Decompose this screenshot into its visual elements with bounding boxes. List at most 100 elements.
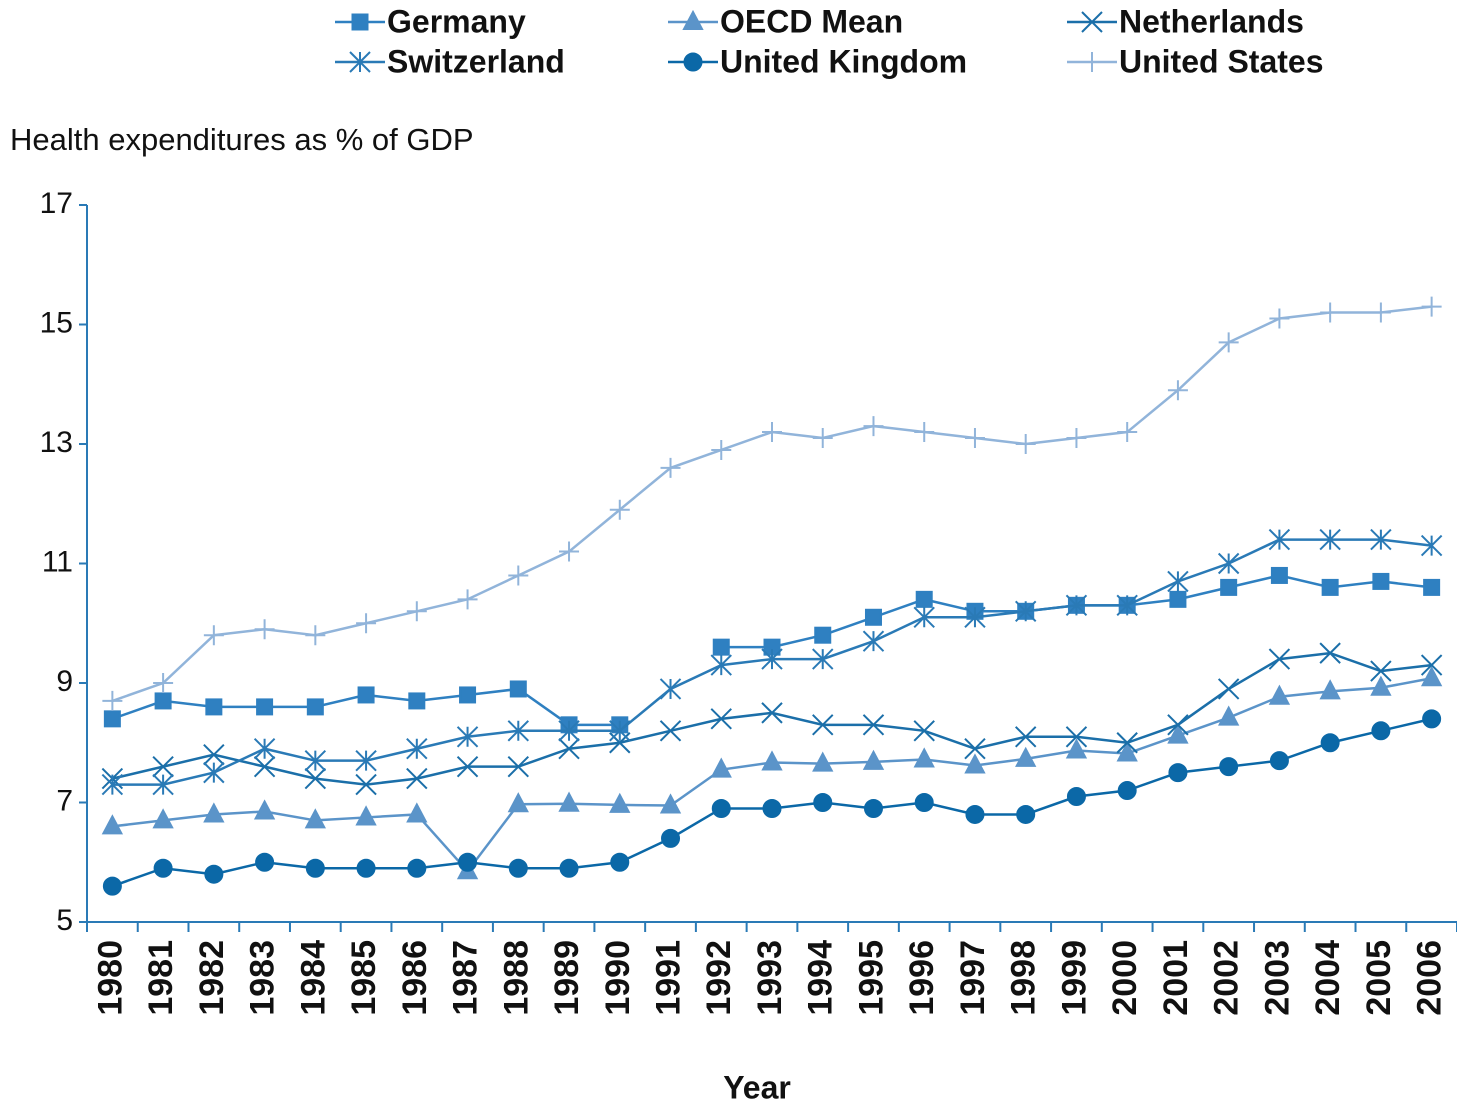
x-tick-label: 2006 bbox=[1411, 940, 1449, 1016]
marker bbox=[355, 773, 377, 796]
marker bbox=[862, 749, 885, 770]
marker bbox=[1167, 380, 1188, 401]
marker bbox=[1423, 578, 1441, 596]
marker bbox=[914, 793, 934, 812]
marker bbox=[965, 804, 985, 824]
marker bbox=[814, 626, 832, 644]
marker bbox=[1065, 738, 1088, 759]
marker bbox=[508, 858, 528, 878]
marker bbox=[1370, 660, 1392, 682]
x-tick-label: 1987 bbox=[447, 940, 485, 1016]
marker bbox=[1169, 590, 1187, 608]
marker bbox=[254, 619, 275, 640]
legend-marker bbox=[349, 51, 371, 73]
marker bbox=[1370, 675, 1392, 696]
marker bbox=[761, 648, 783, 670]
marker bbox=[1372, 572, 1390, 590]
marker bbox=[101, 814, 124, 835]
marker bbox=[710, 708, 732, 730]
marker bbox=[1217, 678, 1240, 700]
x-tick-label: 1991 bbox=[650, 940, 688, 1016]
marker bbox=[306, 698, 324, 716]
marker bbox=[609, 792, 631, 813]
y-tick-label: 9 bbox=[56, 665, 73, 698]
marker bbox=[913, 606, 935, 628]
marker bbox=[1420, 534, 1443, 557]
marker bbox=[1015, 434, 1036, 454]
marker bbox=[1270, 566, 1288, 584]
marker bbox=[153, 673, 174, 693]
x-tick-label: 1989 bbox=[548, 940, 586, 1016]
marker bbox=[152, 808, 174, 829]
marker bbox=[812, 428, 833, 449]
y-tick-label: 15 bbox=[40, 306, 73, 339]
marker bbox=[1065, 726, 1088, 748]
marker bbox=[712, 638, 730, 656]
legend-marker bbox=[1082, 52, 1102, 72]
y-tick-label: 7 bbox=[56, 784, 73, 817]
x-tick-label: 1997 bbox=[954, 940, 992, 1016]
marker bbox=[1015, 746, 1037, 767]
marker bbox=[459, 686, 477, 704]
marker bbox=[507, 792, 529, 813]
marker bbox=[915, 590, 933, 608]
marker bbox=[761, 702, 783, 724]
marker bbox=[1218, 705, 1240, 726]
x-tick-label: 1986 bbox=[396, 940, 434, 1016]
legend-marker bbox=[682, 9, 704, 30]
marker bbox=[1321, 578, 1339, 596]
marker bbox=[862, 714, 885, 736]
marker bbox=[102, 876, 122, 896]
marker bbox=[305, 625, 326, 646]
x-tick-label: 1992 bbox=[700, 940, 738, 1016]
marker bbox=[507, 755, 530, 778]
marker bbox=[1116, 594, 1138, 617]
marker bbox=[812, 751, 834, 772]
x-tick-label: 1990 bbox=[599, 940, 637, 1016]
marker bbox=[103, 710, 121, 728]
marker bbox=[1218, 332, 1239, 353]
marker bbox=[660, 457, 681, 478]
x-tick-label: 2004 bbox=[1309, 940, 1347, 1016]
marker bbox=[863, 798, 883, 818]
x-tick-label: 2001 bbox=[1157, 940, 1195, 1016]
marker bbox=[304, 767, 327, 790]
marker bbox=[1065, 594, 1088, 617]
marker bbox=[304, 749, 327, 772]
marker bbox=[255, 852, 275, 872]
marker bbox=[813, 793, 833, 812]
marker bbox=[1116, 732, 1138, 754]
marker bbox=[253, 738, 276, 760]
marker bbox=[458, 852, 478, 872]
legend-label: Switzerland bbox=[387, 43, 565, 79]
y-tick-label: 13 bbox=[40, 426, 73, 459]
marker bbox=[357, 686, 375, 704]
marker bbox=[1268, 684, 1291, 705]
marker bbox=[406, 802, 428, 823]
marker bbox=[659, 793, 682, 814]
marker bbox=[914, 422, 935, 443]
legend-marker bbox=[351, 13, 369, 31]
legend-label: United States bbox=[1119, 43, 1323, 79]
marker bbox=[762, 422, 782, 443]
marker bbox=[203, 761, 225, 784]
marker bbox=[1016, 804, 1036, 824]
y-axis-title: Health expenditures as % of GDP bbox=[10, 122, 474, 157]
marker bbox=[1319, 679, 1341, 700]
marker bbox=[355, 805, 377, 826]
marker bbox=[1370, 302, 1391, 323]
marker bbox=[152, 755, 174, 778]
marker bbox=[256, 698, 274, 716]
marker bbox=[456, 726, 479, 748]
x-tick-label: 1983 bbox=[244, 940, 282, 1016]
marker bbox=[1269, 308, 1290, 329]
marker bbox=[1269, 751, 1289, 771]
marker bbox=[153, 858, 173, 878]
marker bbox=[1421, 296, 1442, 317]
marker bbox=[509, 680, 527, 698]
marker bbox=[812, 714, 834, 736]
marker bbox=[609, 499, 630, 520]
x-tick-label: 1981 bbox=[142, 940, 180, 1016]
marker bbox=[710, 757, 732, 778]
